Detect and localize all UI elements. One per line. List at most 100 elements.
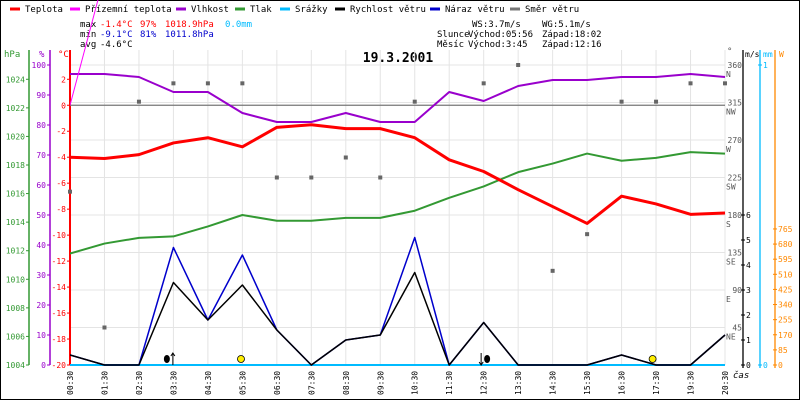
- wind-direction-point: [481, 81, 486, 86]
- x-tick-label: 14:30: [549, 371, 558, 395]
- rain-axis-title: mm: [763, 50, 773, 59]
- temp-tick-label: 2: [61, 75, 66, 84]
- temp-tick-label: -14: [52, 283, 67, 292]
- rain-tick-label: 0: [763, 361, 768, 370]
- hum-tick-label: 40: [36, 241, 46, 250]
- press-axis-title: hPa: [4, 50, 20, 60]
- dir-tick-label: 315: [728, 99, 743, 108]
- hum-tick-label: 20: [36, 301, 46, 310]
- dir-tick-compass: NE: [726, 333, 736, 342]
- stats-max-label: max: [80, 20, 97, 30]
- legend-label: Tlak: [250, 5, 272, 15]
- x-tick-label: 09:30: [376, 371, 385, 395]
- arrow-down-icon: [478, 361, 484, 366]
- sun-label: Slunce: [437, 30, 470, 40]
- wind-direction-point: [550, 268, 555, 273]
- hum-tick-label: 90: [36, 91, 46, 100]
- temp-tick-label: -18: [52, 335, 67, 344]
- x-tick-label: 06:30: [273, 371, 282, 395]
- dir-tick-compass: S: [726, 220, 731, 229]
- press-tick-label: 1006: [6, 332, 25, 341]
- dir-tick-compass: N: [726, 70, 731, 79]
- moon-label: Měsíc: [437, 40, 464, 50]
- temp-tick-label: -20: [52, 361, 67, 370]
- press-tick-label: 1012: [6, 247, 25, 256]
- dir-tick-label: 360: [728, 61, 743, 70]
- press-tick-label: 1020: [6, 132, 25, 141]
- press-tick-label: 1004: [6, 361, 25, 370]
- wind-direction-point: [205, 81, 210, 86]
- temp-tick-label: -4: [56, 153, 66, 162]
- sunset-sun-icon: [648, 355, 657, 363]
- x-tick-label: 20:30: [721, 371, 730, 395]
- wind-direction-point: [619, 99, 624, 104]
- temp-tick-label: -16: [52, 309, 67, 318]
- x-tick-label: 00:30: [66, 371, 75, 395]
- legend-label: Náraz větru: [445, 5, 505, 15]
- x-tick-label: 15:30: [583, 371, 592, 395]
- x-tick-label: 16:30: [618, 371, 627, 395]
- stats-min-hum: 81%: [140, 30, 157, 40]
- dir-tick-compass: SE: [726, 258, 736, 267]
- legend-label: Vlhkost: [191, 5, 229, 15]
- temp-tick-label: 0: [61, 101, 66, 110]
- legend-label: Srážky: [295, 5, 328, 15]
- solar-tick-label: 170: [778, 331, 793, 340]
- dir-tick-label: 45: [732, 324, 742, 333]
- wind-direction-point: [309, 175, 314, 180]
- sunset-info: Západ:18:02: [542, 30, 602, 40]
- stats-max-hum: 97%: [140, 20, 157, 30]
- series-line-3: [70, 151, 726, 255]
- legend: Teplota Přízemní teplota Vlhkost Tlak Srážky…: [10, 5, 579, 15]
- moonset-info: Západ:12:16: [542, 40, 602, 50]
- temp-tick-label: -2: [56, 127, 66, 136]
- wind-tick-label: 6: [746, 211, 751, 220]
- moonset-moon-icon: [484, 355, 491, 363]
- moonrise-moon-icon: [163, 355, 170, 363]
- solar-tick-label: 595: [778, 255, 793, 264]
- x-tick-label: 07:30: [307, 371, 316, 395]
- wind-direction-point: [723, 81, 727, 86]
- solar-axis-title: W: [779, 50, 784, 59]
- press-tick-label: 1014: [6, 218, 25, 227]
- temp-tick-label: -6: [56, 179, 66, 188]
- dir-tick-compass: SW: [726, 183, 736, 192]
- wind-tick-label: 4: [746, 261, 751, 270]
- stats-min-press: 1011.8hPa: [165, 30, 214, 40]
- wind-axis-title: m/s: [745, 50, 760, 59]
- stats-block: max -1.4°C 97% 1018.9hPa 0.0mm min -9.1°…: [80, 20, 252, 50]
- stats-max-press: 1018.9hPa: [165, 20, 214, 30]
- x-tick-label: 03:30: [169, 371, 178, 395]
- press-tick-label: 1016: [6, 190, 25, 199]
- dir-tick-compass: E: [726, 295, 731, 304]
- legend-label: Teplota: [25, 5, 63, 15]
- wind-direction-point: [240, 81, 245, 86]
- wind-direction-point: [343, 155, 348, 160]
- press-tick-label: 1024: [6, 75, 25, 84]
- x-tick-label: 05:30: [238, 371, 247, 395]
- wind-tick-label: 0: [746, 361, 751, 370]
- x-tick-label: 19:30: [687, 371, 696, 395]
- wind-direction-point: [516, 63, 521, 67]
- plot-area: [68, 0, 727, 366]
- stats-avg-temp: -4.6°C: [100, 40, 133, 50]
- solar-tick-label: 0: [778, 361, 783, 370]
- solar-tick-label: 85: [778, 346, 788, 355]
- series-line-0: [70, 123, 726, 225]
- stats-min-label: min: [80, 30, 96, 40]
- hum-tick-label: 0: [41, 361, 46, 370]
- sunrise-info: Východ:05:56: [468, 30, 533, 40]
- wind-speed-info: WS:3.7m/s: [472, 20, 521, 30]
- x-axis-title: čas: [733, 370, 749, 381]
- series-line-2: [70, 73, 726, 123]
- wind-direction-point: [654, 99, 659, 104]
- solar-tick-label: 340: [778, 301, 793, 310]
- x-tick-label: 17:30: [652, 371, 661, 395]
- wind-direction-point: [378, 175, 383, 180]
- arrow-up-icon: [170, 352, 176, 357]
- x-tick-label: 13:30: [514, 371, 523, 395]
- rain-tick-label: 1: [763, 61, 768, 70]
- hum-tick-label: 50: [36, 211, 46, 220]
- stats-min-temp: -9.1°C: [100, 30, 133, 40]
